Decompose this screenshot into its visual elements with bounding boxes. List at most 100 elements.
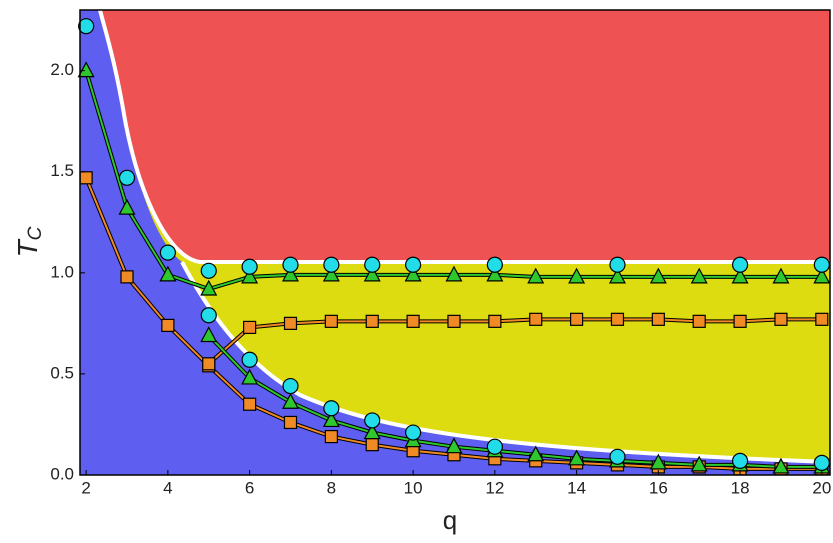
y-tick-label: 0.5: [50, 363, 74, 382]
circle-marker: [241, 258, 258, 275]
series-line: [208, 334, 822, 468]
circle-marker: [609, 256, 626, 273]
circle-marker: [200, 262, 217, 279]
x-tick-label: 8: [327, 478, 336, 497]
square-marker: [529, 312, 543, 326]
y-tick-label: 1.0: [50, 262, 74, 281]
square-marker: [283, 415, 298, 430]
square-marker: [243, 397, 257, 411]
x-tick-label: 18: [731, 478, 750, 497]
x-tick-label: 20: [812, 478, 831, 497]
circle-marker: [813, 256, 830, 273]
square-marker: [569, 312, 584, 326]
x-tick-label: 10: [404, 478, 423, 497]
triangle-marker: [281, 265, 299, 282]
square-marker: [815, 312, 829, 326]
phase-regions: [80, 10, 830, 475]
x-tick-label: 16: [649, 478, 668, 497]
y-axis-label-sub: C: [25, 226, 46, 240]
circle-marker: [486, 438, 503, 455]
x-axis-label: q: [443, 505, 457, 535]
circle-marker: [200, 307, 217, 324]
circle-marker: [241, 351, 258, 368]
circle-marker: [323, 256, 340, 273]
region-red: [100, 10, 830, 262]
square-marker: [774, 312, 788, 326]
square-marker: [283, 316, 298, 330]
boundary: [98, 10, 830, 264]
triangle-marker: [486, 265, 504, 282]
square-marker: [488, 314, 502, 328]
square-marker: [406, 314, 420, 328]
triangle-marker: [568, 449, 586, 466]
square-marker: [324, 429, 338, 444]
circle-marker: [282, 256, 299, 273]
triangle-marker: [281, 392, 299, 409]
x-tick-label: 4: [163, 478, 172, 497]
series-line: [208, 318, 822, 365]
triangle-marker: [690, 267, 708, 284]
triangle-marker: [527, 267, 545, 284]
triangle-marker: [649, 453, 667, 470]
triangle-marker: [690, 455, 708, 472]
triangle-marker: [241, 267, 259, 284]
circle-marker: [159, 244, 176, 261]
triangle-marker: [363, 265, 381, 282]
triangle-marker: [77, 61, 95, 78]
triangle-marker: [241, 368, 259, 385]
y-tick-label: 0.0: [50, 464, 74, 483]
y-axis-label: TC: [12, 226, 46, 257]
square-marker: [120, 270, 134, 284]
triangle-marker: [731, 267, 749, 284]
triangle-marker: [404, 265, 422, 282]
triangle-marker: [568, 267, 586, 284]
square-marker: [365, 438, 379, 452]
square-marker: [161, 318, 175, 332]
plot-frame: [79, 9, 831, 476]
square-marker: [610, 312, 625, 326]
region-blue: [80, 10, 830, 475]
triangle-marker: [445, 437, 463, 454]
triangle-marker: [322, 411, 340, 428]
square-marker: [202, 357, 216, 371]
triangle-marker: [772, 267, 790, 284]
circle-marker: [364, 412, 381, 429]
y-axis-label-main: T: [12, 238, 43, 257]
circle-marker: [813, 454, 830, 471]
circle-marker: [405, 256, 422, 273]
circle-marker: [731, 452, 749, 469]
triangle-marker: [527, 445, 545, 462]
square-marker: [365, 314, 379, 328]
triangle-marker: [200, 279, 218, 296]
circle-marker: [118, 169, 136, 186]
circle-marker: [405, 424, 422, 441]
circle-marker: [486, 256, 503, 273]
y-tick-label: 1.5: [50, 161, 74, 180]
square-marker: [324, 314, 338, 328]
triangle-marker: [608, 267, 626, 284]
triangle-marker: [445, 265, 463, 282]
triangle-marker: [813, 267, 831, 284]
x-tick-label: 2: [81, 478, 90, 497]
circle-marker: [282, 377, 299, 395]
square-marker: [447, 314, 461, 328]
x-tick-label: 12: [485, 478, 504, 497]
x-tick-label: 14: [567, 478, 586, 497]
triangle-marker: [159, 265, 177, 282]
y-tick-label: 2.0: [50, 60, 74, 79]
triangle-marker: [200, 326, 218, 343]
triangle-marker: [363, 423, 381, 440]
circle-marker: [78, 18, 95, 35]
circle-marker: [323, 400, 340, 417]
square-marker: [243, 320, 257, 335]
square-marker: [692, 314, 706, 328]
square-marker: [79, 171, 93, 185]
square-marker: [733, 314, 747, 328]
triangle-marker: [322, 265, 340, 282]
x-tick-label: 6: [245, 478, 254, 497]
triangle-marker: [772, 457, 790, 474]
circle-marker: [731, 256, 749, 273]
circle-marker: [609, 448, 626, 465]
marks: [77, 18, 831, 476]
